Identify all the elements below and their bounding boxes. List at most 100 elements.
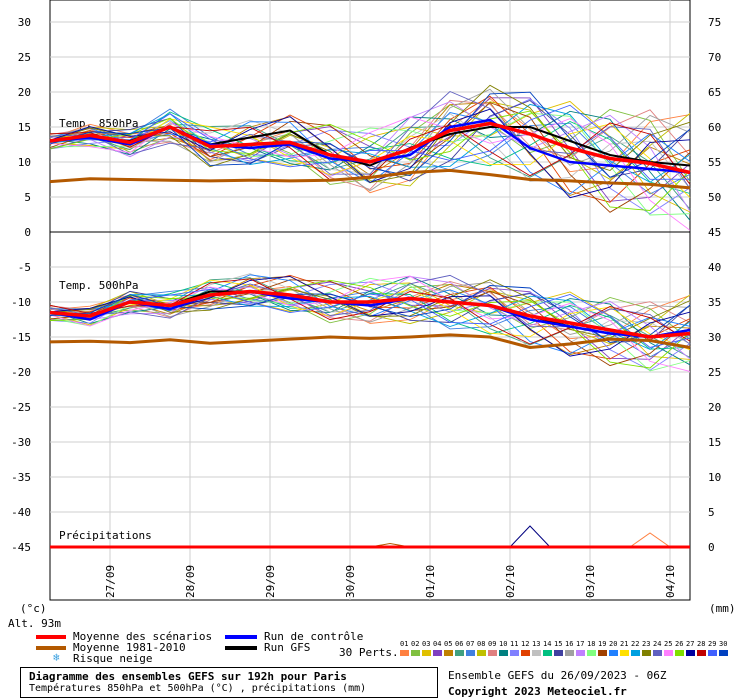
perturbation-number: 29 xyxy=(708,640,717,648)
perturbation-swatch xyxy=(466,650,475,656)
perturbation-swatch xyxy=(565,650,574,656)
perturbation-swatch xyxy=(554,650,563,656)
panel-title: Temp. 850hPa xyxy=(59,117,138,130)
right-unit-label: (mm) xyxy=(709,602,736,615)
panel-title: Temp. 500hPa xyxy=(59,279,138,292)
perturbation-number: 04 xyxy=(433,640,442,648)
ensemble-member-line xyxy=(49,102,691,197)
ensemble-member-line xyxy=(49,104,691,180)
ensemble-member-line xyxy=(49,98,691,215)
right-tick-label: 5 xyxy=(708,506,715,519)
right-tick-label: 45 xyxy=(708,226,721,239)
left-tick-label: -15 xyxy=(11,331,31,344)
left-tick-label: -45 xyxy=(11,541,31,554)
legend-label-ensemble-mean: Moyenne des scénarios xyxy=(73,630,213,643)
perturbation-swatch xyxy=(488,650,497,656)
ensemble-member-line xyxy=(49,103,691,183)
x-tick-label: 03/10 xyxy=(584,565,597,598)
perturbation-swatch xyxy=(587,650,596,656)
ensemble-member-line xyxy=(49,288,691,348)
left-tick-label: -35 xyxy=(11,471,31,484)
ensemble-member-line xyxy=(49,287,691,358)
legend-swatch-climatology xyxy=(36,646,66,650)
ensemble-member-line xyxy=(49,279,691,369)
perturbation-swatch xyxy=(598,650,607,656)
perturbation-swatch xyxy=(411,650,420,656)
perturbation-number: 14 xyxy=(543,640,552,648)
legend-label-control-run: Run de contrôle xyxy=(264,630,364,643)
panel-title: Précipitations xyxy=(59,529,152,542)
x-tick-label: 28/09 xyxy=(184,565,197,598)
perturbation-number: 12 xyxy=(521,640,530,648)
series-line xyxy=(49,333,691,349)
left-tick-label: -25 xyxy=(11,401,31,414)
perturbation-number: 02 xyxy=(411,640,420,648)
perturbation-swatch xyxy=(543,650,552,656)
legend-label-climatology: Moyenne 1981-2010 xyxy=(73,641,186,654)
perturbation-number: 17 xyxy=(576,640,585,648)
series-line xyxy=(49,290,691,339)
ensemble-member-line xyxy=(49,276,691,356)
left-tick-label: 20 xyxy=(18,86,31,99)
footer-title: Diagramme des ensembles GEFS sur 192h po… xyxy=(29,670,347,683)
x-tick-label: 04/10 xyxy=(664,565,677,598)
perturbation-number: 10 xyxy=(499,640,508,648)
right-tick-label: 60 xyxy=(708,121,721,134)
perturbation-swatch xyxy=(499,650,508,656)
perturbation-swatch xyxy=(697,650,706,656)
perturbation-number: 19 xyxy=(598,640,607,648)
right-tick-label: 65 xyxy=(708,86,721,99)
perturbation-number: 07 xyxy=(466,640,475,648)
series-line xyxy=(49,289,691,339)
right-tick-label: 10 xyxy=(708,471,721,484)
perturbation-swatch xyxy=(620,650,629,656)
ensemble-member-line xyxy=(49,275,691,366)
legend-swatch-ensemble-mean xyxy=(36,635,66,639)
perturbation-swatch xyxy=(642,650,651,656)
perturbation-number: 05 xyxy=(444,640,453,648)
perturbation-number: 01 xyxy=(400,640,409,648)
left-tick-label: 30 xyxy=(18,16,31,29)
perturbation-swatch xyxy=(422,650,431,656)
ensemble-member-line xyxy=(49,95,691,203)
footer-box: Diagramme des ensembles GEFS sur 192h po… xyxy=(20,667,438,698)
perturbation-swatch xyxy=(477,650,486,656)
perturbation-number: 11 xyxy=(510,640,519,648)
left-tick-label: -40 xyxy=(11,506,31,519)
right-tick-label: 25 xyxy=(708,366,721,379)
right-tick-label: 50 xyxy=(708,191,721,204)
perturbations-label: 30 Perts. xyxy=(339,646,399,659)
perturbation-swatch xyxy=(455,650,464,656)
x-tick-label: 27/09 xyxy=(104,565,117,598)
x-tick-label: 01/10 xyxy=(424,565,437,598)
perturbation-swatch xyxy=(400,650,409,656)
perturbation-swatch xyxy=(653,650,662,656)
perturbation-swatch xyxy=(675,650,684,656)
x-tick-label: 02/10 xyxy=(504,565,517,598)
perturbation-number: 08 xyxy=(477,640,486,648)
perturbation-number: 25 xyxy=(664,640,673,648)
left-tick-label: 5 xyxy=(24,191,31,204)
perturbation-swatch xyxy=(433,650,442,656)
precip-member-spike xyxy=(629,532,671,548)
left-tick-label: -5 xyxy=(18,261,31,274)
legend-label-snow-risk: Risque neige xyxy=(73,652,153,665)
ensemble-member-line xyxy=(49,110,691,211)
perturbation-number: 28 xyxy=(697,640,706,648)
perturbation-swatch xyxy=(631,650,640,656)
ensemble-member-line xyxy=(49,281,691,335)
left-tick-label: 15 xyxy=(18,121,31,134)
legend-label-gfs-run: Run GFS xyxy=(264,641,311,654)
right-tick-label: 30 xyxy=(708,331,721,344)
ensemble-member-line xyxy=(49,88,691,192)
perturbation-swatch xyxy=(719,650,728,656)
perturbation-swatch xyxy=(664,650,673,656)
perturbation-number: 13 xyxy=(532,640,541,648)
right-tick-label: 35 xyxy=(708,296,721,309)
perturbation-swatch xyxy=(708,650,717,656)
perturbation-number: 22 xyxy=(631,640,640,648)
series-line xyxy=(49,121,691,175)
perturbation-swatch xyxy=(510,650,519,656)
legend-swatch-control-run xyxy=(225,635,257,639)
perturbation-number: 16 xyxy=(565,640,574,648)
